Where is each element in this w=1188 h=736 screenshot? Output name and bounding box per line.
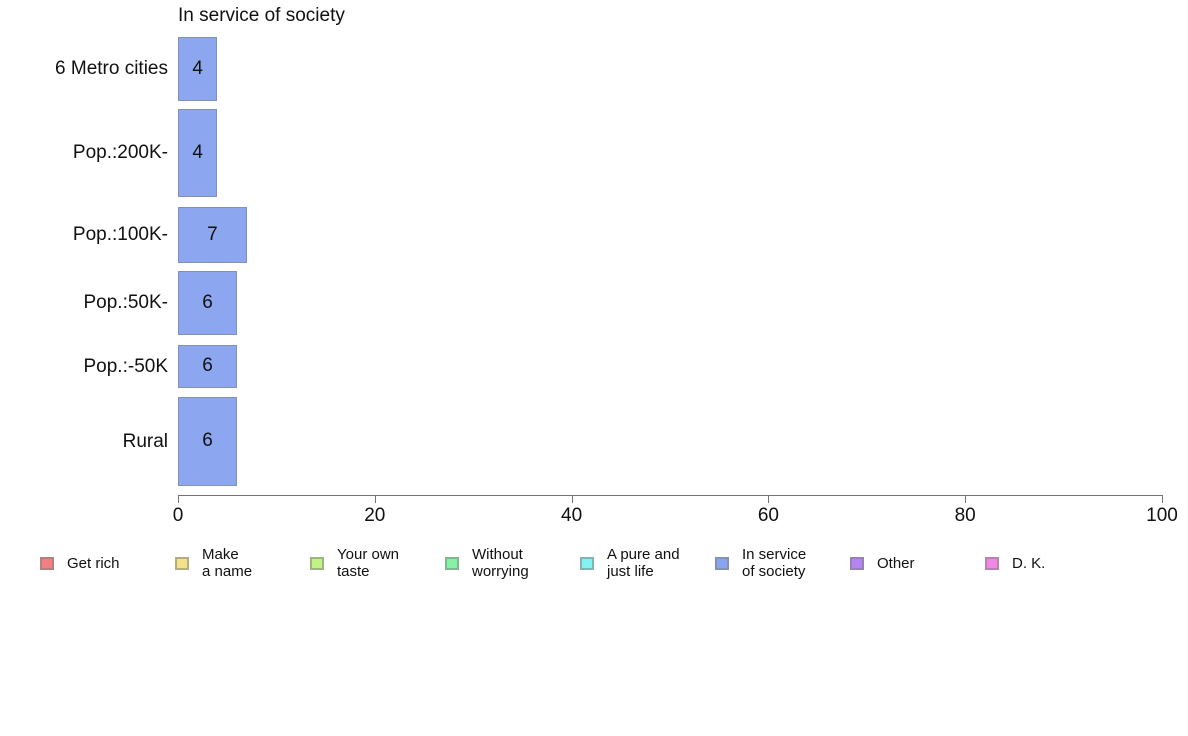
category-label: 6 Metro cities [55,58,168,79]
legend-label: Your own taste [337,546,399,580]
x-axis-line [178,495,1162,496]
x-tick-label: 80 [954,505,976,526]
legend-item: In service of society [715,543,806,583]
legend-label: In service of society [742,546,807,580]
legend-item: Get rich [40,543,120,583]
category-label: Pop.:-50K [83,355,169,377]
x-tick-label: 60 [757,505,779,526]
legend-item: Make a name [175,543,252,583]
bar: 4 [178,37,218,101]
bar-value-label: 6 [202,292,213,313]
x-tick-label: 40 [561,505,583,526]
legend-item: Your own taste [310,543,399,583]
chart-title: In service of society [178,5,345,26]
x-tick-label: 100 [1146,505,1178,526]
bar-value-label: 6 [202,355,213,376]
bar-value-label: 6 [202,430,213,451]
legend-label: Other [877,554,915,572]
category-label: Pop.:100K- [72,224,168,245]
category-label: Rural [122,430,168,452]
legend-item: Other [850,543,915,583]
legend-label: Without worrying [472,546,529,580]
bar-value-label: 4 [192,142,203,163]
x-tick-label: 20 [364,505,386,526]
legend-swatch [715,556,729,570]
legend-swatch [985,556,999,570]
category-label: Pop.:200K- [72,142,168,163]
bar-value-label: 7 [207,224,218,245]
x-tick [965,495,967,503]
legend-label: A pure and just life [607,546,680,580]
bar: 6 [178,397,238,486]
legend-item: D. K. [985,543,1045,583]
x-tick [178,495,179,503]
legend-swatch [40,556,54,570]
legend-swatch [175,556,189,570]
bar: 6 [178,271,238,335]
legend-swatch [310,556,324,570]
x-tick [374,495,376,503]
legend-swatch [445,556,459,570]
x-tick [1162,495,1163,503]
category-label: Pop.:50K- [83,292,169,313]
legend-swatch [850,556,864,570]
legend-item: Without worrying [445,543,529,583]
legend-swatch [580,556,594,570]
bar: 6 [178,345,238,388]
bar-value-label: 4 [192,58,203,79]
legend-label: Get rich [67,554,120,572]
bar: 4 [178,109,218,197]
x-tick [768,495,770,503]
x-tick-label: 0 [172,505,184,526]
legend-item: A pure and just life [580,543,680,583]
legend-label: Make a name [202,546,253,580]
legend-label: D. K. [1012,554,1046,572]
bar: 7 [178,207,247,263]
x-tick [571,495,573,503]
